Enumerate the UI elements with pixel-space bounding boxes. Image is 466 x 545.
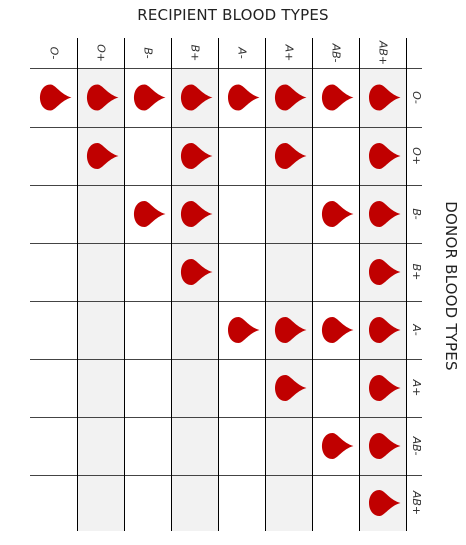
donor-label: B+	[410, 264, 423, 281]
blood-drop-icon	[275, 375, 307, 401]
blood-drop-icon	[369, 375, 401, 401]
recipient-label: A-	[236, 46, 249, 59]
recipient-label: O-	[48, 47, 61, 60]
blood-drop-icon	[275, 317, 307, 343]
blood-drop-icon	[87, 143, 119, 169]
blood-drop-icon	[275, 143, 307, 169]
blood-drop-icon	[369, 201, 401, 227]
shaded-column	[77, 68, 124, 531]
donor-label: AB-	[410, 436, 423, 456]
donor-label: B-	[410, 208, 423, 219]
blood-drop-icon	[181, 201, 213, 227]
blood-drop-icon	[322, 84, 354, 111]
recipient-label: B+	[189, 45, 202, 62]
donor-label: O-	[410, 91, 423, 104]
recipient-label: A+	[283, 44, 296, 62]
donor-label: A+	[410, 379, 423, 397]
blood-drop-icon	[369, 143, 401, 169]
blood-drop-icon	[181, 259, 213, 285]
blood-drop-icon	[322, 433, 354, 459]
blood-drop-icon	[322, 201, 354, 227]
shaded-column	[265, 68, 312, 531]
donor-label: AB+	[410, 490, 423, 515]
blood-drop-icon	[322, 317, 354, 343]
donor-label: O+	[410, 147, 423, 165]
blood-drop-icon	[181, 143, 213, 169]
blood-drop-icon	[369, 84, 401, 111]
blood-drop-icon	[369, 433, 401, 459]
blood-drop-icon	[134, 84, 166, 111]
blood-drop-icon	[87, 84, 119, 111]
recipient-label: AB-	[330, 43, 343, 63]
blood-drop-icon	[134, 201, 166, 227]
blood-drop-icon	[369, 490, 401, 516]
blood-drop-icon	[228, 317, 260, 343]
donor-label: A-	[410, 323, 423, 336]
recipient-label: AB+	[377, 40, 390, 65]
blood-drop-icon	[40, 84, 72, 111]
blood-drop-icon	[369, 317, 401, 343]
shaded-column	[359, 68, 406, 531]
blood-drop-icon	[275, 84, 307, 111]
recipient-axis-title: RECIPIENT BLOOD TYPES	[137, 6, 329, 24]
shaded-column	[171, 68, 218, 531]
recipient-label: O+	[95, 44, 108, 62]
blood-drop-icon	[369, 259, 401, 285]
recipient-label: B-	[142, 47, 155, 58]
blood-drop-icon	[228, 84, 260, 111]
blood-drop-icon	[181, 84, 213, 111]
